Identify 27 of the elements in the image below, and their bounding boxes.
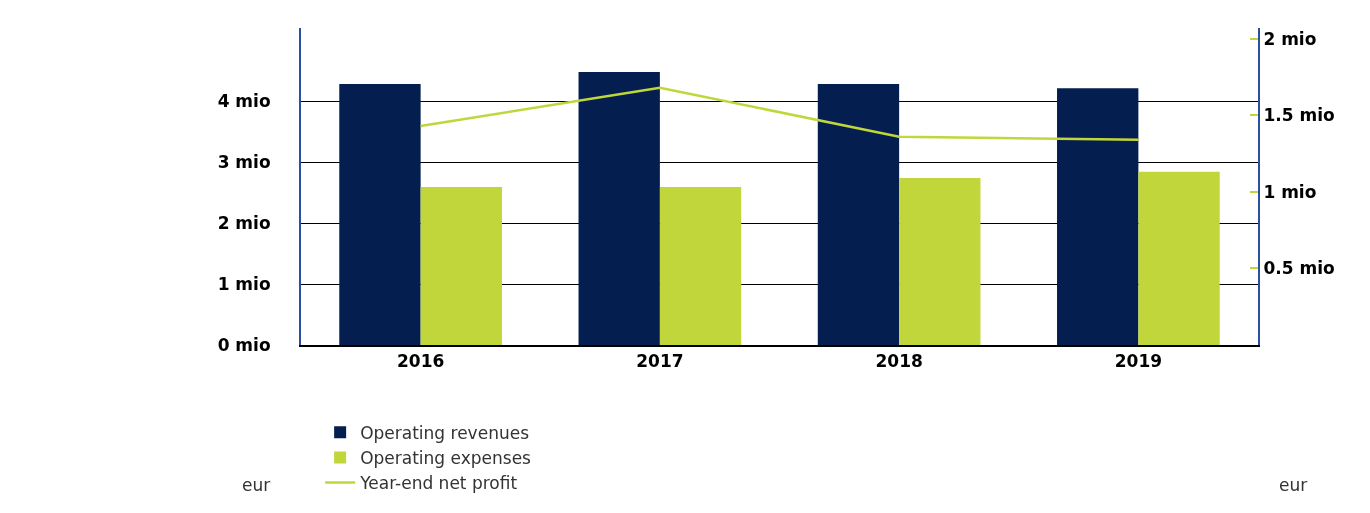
x-tick-label: 2017 [636, 351, 684, 372]
y-tick-label: 3 mio [217, 152, 271, 173]
legend-label: Operating expenses [360, 448, 532, 469]
bar [1138, 171, 1220, 345]
bar [1057, 88, 1139, 345]
line-series [419, 86, 1140, 142]
x-tick-label: 2018 [875, 351, 923, 372]
text: eur [242, 475, 271, 495]
y-tick-label: 1 mio [217, 273, 271, 294]
bar [817, 84, 900, 345]
legend-label: Year-end net profit [359, 473, 518, 494]
x-tick-label: 2016 [396, 351, 445, 372]
y-tick-label: 2 mio [217, 213, 271, 234]
bar [899, 177, 981, 345]
y-tick-label: 0 mio [217, 334, 271, 355]
x-tick-label: 2019 [1114, 351, 1163, 372]
legend-label: Operating revenues [360, 422, 530, 443]
bar [420, 187, 502, 345]
bar [659, 187, 742, 345]
y2-tick-label: 1 mio [1263, 181, 1317, 202]
bar [339, 84, 421, 345]
text: eur [1279, 475, 1308, 495]
y2-tick-label: 1.5 mio [1263, 105, 1335, 126]
y2-tick-label: 0.5 mio [1263, 258, 1335, 279]
y-tick-label: 4 mio [217, 91, 271, 112]
y2-tick-label: 2 mio [1263, 28, 1317, 49]
bar [578, 71, 660, 345]
